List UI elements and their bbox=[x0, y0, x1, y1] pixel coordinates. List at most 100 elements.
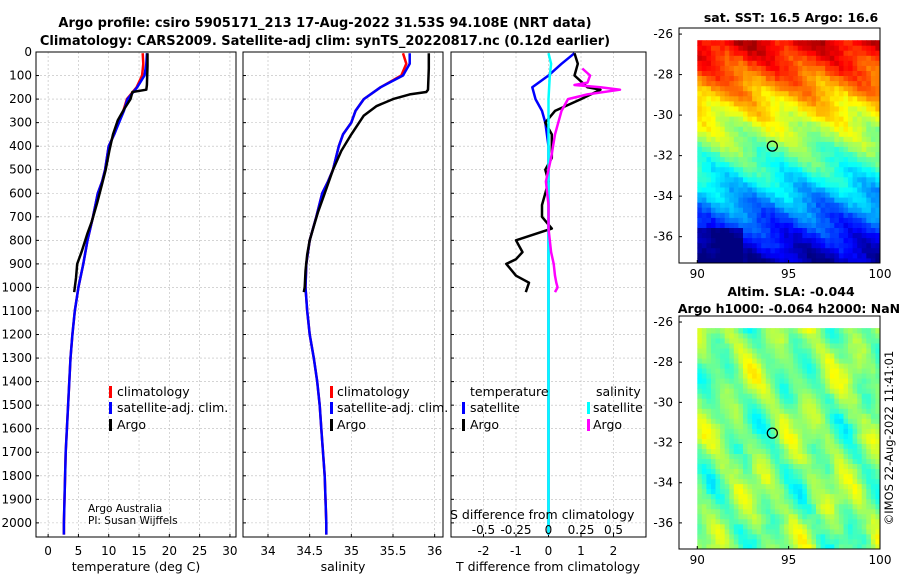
heatmap-cell bbox=[720, 146, 726, 152]
heatmap-cell bbox=[843, 438, 849, 444]
heatmap-cell bbox=[829, 393, 835, 399]
heatmap-cell bbox=[743, 443, 748, 449]
heatmap-cell bbox=[724, 95, 730, 102]
heatmap-cell bbox=[861, 197, 867, 203]
heatmap-cell bbox=[838, 257, 844, 264]
heatmap-cell bbox=[816, 398, 821, 404]
heatmap-cell bbox=[820, 156, 826, 163]
heatmap-cell bbox=[701, 90, 707, 97]
heatmap-cell bbox=[870, 533, 876, 540]
heatmap-cell bbox=[825, 156, 831, 163]
heatmap-cell bbox=[816, 171, 821, 178]
heatmap-cell bbox=[857, 171, 863, 178]
heatmap-cell bbox=[834, 328, 840, 334]
heatmap-cell bbox=[743, 95, 748, 102]
heatmap-cell bbox=[756, 136, 762, 142]
heatmap-cell bbox=[720, 40, 726, 46]
heatmap-cell bbox=[793, 528, 799, 535]
heatmap-cell bbox=[816, 232, 821, 239]
heatmap-cell bbox=[870, 116, 876, 122]
heatmap-cell bbox=[866, 338, 872, 344]
heatmap-cell bbox=[852, 131, 858, 137]
depth-tick-label: 2000 bbox=[1, 516, 32, 530]
depth-tick-label: 200 bbox=[9, 92, 32, 106]
heatmap-cell bbox=[843, 428, 849, 434]
heatmap-cell bbox=[806, 373, 812, 379]
heatmap-cell bbox=[743, 408, 748, 414]
heatmap-cell bbox=[733, 413, 739, 419]
heatmap-cell bbox=[724, 438, 730, 444]
heatmap-cell bbox=[738, 60, 744, 66]
heatmap-cell bbox=[743, 513, 748, 520]
heatmap-cell bbox=[829, 116, 835, 122]
s-diff-tick-label: 0 bbox=[545, 523, 553, 537]
heatmap-cell bbox=[779, 433, 785, 439]
heatmap-cell bbox=[811, 358, 817, 364]
heatmap-cell bbox=[720, 242, 726, 249]
heatmap-cell bbox=[752, 136, 758, 142]
heatmap-cell bbox=[729, 513, 735, 520]
heatmap-cell bbox=[802, 473, 808, 480]
heatmap-cell bbox=[857, 50, 863, 56]
heatmap-cell bbox=[870, 95, 876, 102]
heatmap-cell bbox=[825, 353, 831, 359]
heatmap-cell bbox=[802, 358, 808, 364]
heatmap-cell bbox=[711, 493, 716, 500]
heatmap-cell bbox=[875, 544, 881, 550]
heatmap-cell bbox=[806, 433, 812, 439]
heatmap-cell bbox=[774, 242, 780, 249]
heatmap-cell bbox=[793, 75, 799, 82]
heatmap-cell bbox=[701, 453, 707, 459]
heatmap-cell bbox=[765, 90, 771, 97]
depth-tick-label: 800 bbox=[9, 233, 32, 247]
heatmap-cell bbox=[770, 197, 776, 203]
heatmap-cell bbox=[816, 156, 821, 163]
heatmap-cell bbox=[697, 45, 703, 51]
heatmap-cell bbox=[861, 131, 867, 137]
heatmap-cell bbox=[770, 247, 776, 254]
heatmap-cell bbox=[843, 518, 849, 525]
heatmap-cell bbox=[743, 378, 748, 384]
heatmap-cell bbox=[779, 403, 785, 409]
heatmap-cell bbox=[802, 116, 808, 122]
heatmap-cell bbox=[765, 503, 771, 510]
heatmap-cell bbox=[866, 348, 872, 354]
heatmap-cell bbox=[770, 423, 776, 429]
heatmap-cell bbox=[724, 539, 730, 545]
heatmap-cell bbox=[738, 518, 744, 525]
heatmap-cell bbox=[825, 453, 831, 459]
heatmap-cell bbox=[729, 418, 735, 424]
heatmap-cell bbox=[779, 156, 785, 163]
heatmap-cell bbox=[825, 473, 831, 480]
heatmap-cell bbox=[770, 343, 776, 349]
heatmap-cell bbox=[747, 227, 753, 233]
heatmap-cell bbox=[848, 433, 853, 439]
heatmap-cell bbox=[866, 217, 872, 223]
heatmap-cell bbox=[843, 192, 849, 198]
heatmap-cell bbox=[747, 100, 753, 107]
heatmap-cell bbox=[715, 126, 721, 132]
heatmap-cell bbox=[738, 393, 744, 399]
heatmap-cell bbox=[811, 197, 817, 203]
heatmap-cell bbox=[788, 468, 794, 475]
heatmap-cell bbox=[861, 383, 867, 389]
heatmap-cell bbox=[779, 338, 785, 344]
heatmap-cell bbox=[756, 141, 762, 147]
depth-tick-label: 1200 bbox=[1, 328, 32, 342]
heatmap-cell bbox=[729, 503, 735, 510]
heatmap-cell bbox=[806, 197, 812, 203]
heatmap-cell bbox=[802, 328, 808, 334]
heatmap-cell bbox=[756, 151, 762, 158]
heatmap-cell bbox=[711, 106, 716, 112]
heatmap-cell bbox=[706, 121, 712, 127]
heatmap-cell bbox=[802, 192, 808, 198]
heatmap-cell bbox=[866, 398, 872, 404]
heatmap-cell bbox=[857, 423, 863, 429]
heatmap-cell bbox=[729, 443, 735, 449]
heatmap-cell bbox=[770, 533, 776, 540]
heatmap-cell bbox=[816, 75, 821, 82]
heatmap-cell bbox=[715, 161, 721, 168]
heatmap-cell bbox=[706, 483, 712, 490]
heatmap-cell bbox=[838, 111, 844, 117]
heatmap-cell bbox=[756, 433, 762, 439]
